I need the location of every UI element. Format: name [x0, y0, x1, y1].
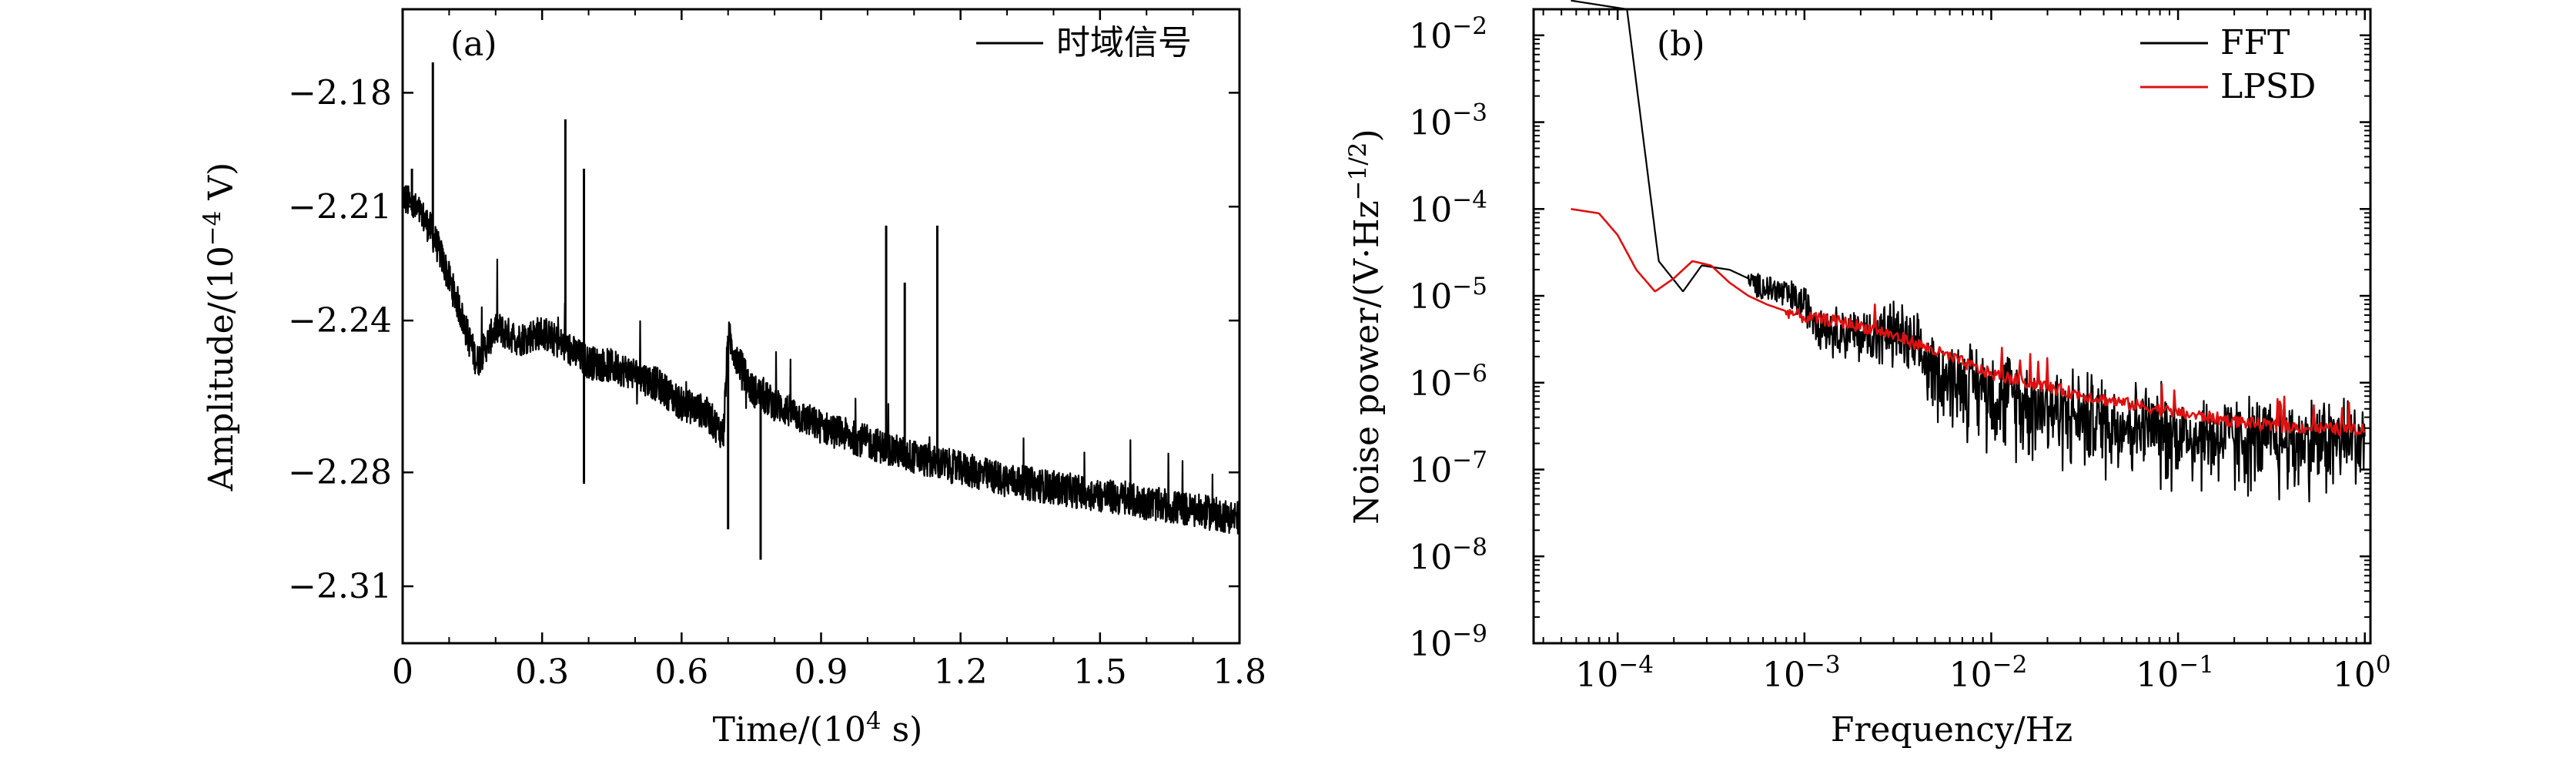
panel-b-legend-lpsd-label: LPSD [2220, 67, 2316, 106]
panel-a-xtick-label: 0.9 [795, 652, 848, 692]
panel-a-xtick-label: 1.8 [1213, 652, 1266, 692]
panel-b-ytick-label: 10−8 [1409, 533, 1487, 577]
panel-a-series-line [401, 185, 1241, 535]
panel-a-frame [401, 8, 1241, 645]
panel-a-xtick-label: 1.2 [934, 652, 988, 692]
panel-b-ytick-label: 10−7 [1409, 447, 1487, 491]
panel-a-legend-label: 时域信号 [1056, 23, 1192, 62]
panel-b-xtick-label: 10−3 [1762, 651, 1841, 695]
panel-a-ytick-label: −2.18 [288, 73, 392, 112]
panel-b-fft-line [1571, 0, 2366, 503]
panel-b-ytick-label: 10−6 [1409, 360, 1487, 404]
panel-b-frame [1532, 8, 2372, 645]
panel-a-time-domain-chart: 0 0.3 0.6 0.9 1.2 1.5 1.8 −2.18 −2.21 −2.24 −2.28 −… [199, 8, 1266, 750]
panel-b-lpsd-line [1571, 208, 2366, 437]
panel-a-xtick-label: 0.6 [654, 652, 708, 692]
panel-b-noise-spectrum-chart: 10−4 10−3 10−2 10−1 100 10−2 10−3 10−4 10−5 10−6 1… [1344, 0, 2391, 750]
panel-a-xlabel: Time/(104 s) [713, 707, 923, 750]
panel-a-ticks: 0 0.3 0.6 0.9 1.2 1.5 1.8 −2.18 −2.21 −2.24 −2.28 −… [288, 9, 1266, 692]
panel-b-ytick-label: 10−3 [1409, 99, 1487, 143]
panel-a-ytick-label: −2.28 [288, 453, 392, 492]
panel-a-ytick-label: −2.24 [288, 301, 392, 340]
panel-a-label: (a) [450, 25, 497, 64]
panel-b-xlabel: Frequency/Hz [1831, 710, 2073, 750]
panel-a-xtick-label: 1.5 [1073, 652, 1127, 692]
panel-b-ytick-label: 10−4 [1409, 186, 1487, 230]
panel-b-ytick-label: 10−9 [1409, 620, 1487, 664]
panel-a-ytick-label: −2.31 [288, 567, 392, 606]
panel-b-xtick-label: 10−2 [1949, 651, 2028, 695]
panel-b-xtick-label: 10−4 [1575, 651, 1654, 695]
panel-a-ylabel: Amplitude/(10−4 V) [199, 163, 241, 492]
panel-b-lines-group [1571, 0, 2366, 503]
panel-b-legend-fft-label: FFT [2220, 23, 2290, 62]
panel-b-xtick-label: 100 [2333, 651, 2391, 695]
panel-b-ytick-label: 10−2 [1409, 12, 1487, 56]
panel-a-ytick-label: −2.21 [288, 187, 392, 226]
panel-a-xtick-label: 0.3 [515, 652, 569, 692]
panel-b-ytick-label: 10−5 [1409, 273, 1487, 317]
panel-a-trace-group [401, 62, 1241, 560]
panel-b-ylabel: Noise power/(V·Hz−1/2) [1344, 129, 1387, 524]
panel-a-xtick-label: 0 [392, 652, 413, 692]
panel-b-label: (b) [1657, 25, 1705, 64]
panel-b-xtick-label: 10−1 [2136, 651, 2214, 695]
